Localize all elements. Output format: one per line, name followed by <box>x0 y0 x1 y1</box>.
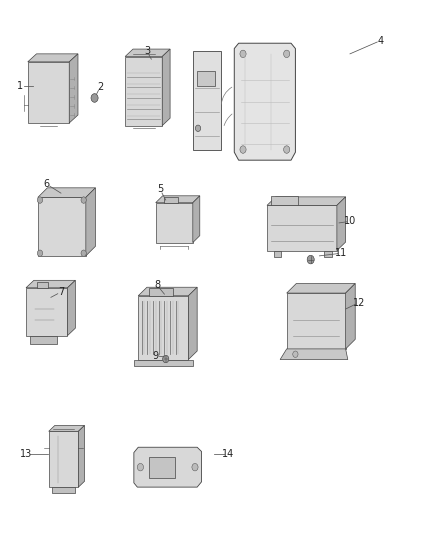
Polygon shape <box>324 251 332 257</box>
Polygon shape <box>38 197 86 256</box>
Circle shape <box>37 250 42 256</box>
Text: 1: 1 <box>17 81 23 91</box>
Text: 6: 6 <box>43 179 49 189</box>
Circle shape <box>293 351 298 358</box>
Polygon shape <box>155 196 200 203</box>
Polygon shape <box>49 425 85 431</box>
Polygon shape <box>234 43 295 160</box>
Polygon shape <box>346 284 355 349</box>
Polygon shape <box>138 287 197 296</box>
Polygon shape <box>162 49 170 126</box>
Polygon shape <box>164 197 177 203</box>
Text: 10: 10 <box>344 216 356 227</box>
Polygon shape <box>30 336 57 344</box>
Polygon shape <box>134 447 201 487</box>
Polygon shape <box>28 54 78 62</box>
Circle shape <box>240 50 246 58</box>
Polygon shape <box>38 188 95 197</box>
Polygon shape <box>26 280 75 288</box>
Polygon shape <box>26 288 67 336</box>
Circle shape <box>91 94 98 102</box>
Polygon shape <box>149 288 173 296</box>
Polygon shape <box>155 203 193 243</box>
Polygon shape <box>267 205 337 251</box>
Polygon shape <box>49 431 78 487</box>
Polygon shape <box>287 293 346 349</box>
Polygon shape <box>78 425 85 487</box>
Circle shape <box>37 197 42 203</box>
Polygon shape <box>134 360 193 366</box>
Circle shape <box>138 464 144 471</box>
Polygon shape <box>28 62 69 123</box>
Polygon shape <box>287 284 355 293</box>
Polygon shape <box>188 287 197 360</box>
Polygon shape <box>138 296 188 360</box>
Polygon shape <box>274 251 282 257</box>
Circle shape <box>284 50 290 58</box>
Polygon shape <box>272 196 297 205</box>
Polygon shape <box>37 282 48 288</box>
Polygon shape <box>197 71 215 86</box>
Circle shape <box>81 197 86 203</box>
Polygon shape <box>267 197 346 205</box>
Text: 14: 14 <box>222 449 234 458</box>
Circle shape <box>284 146 290 154</box>
Polygon shape <box>86 188 95 256</box>
Circle shape <box>307 255 314 264</box>
Text: 12: 12 <box>353 297 365 308</box>
Polygon shape <box>193 51 221 150</box>
Circle shape <box>240 146 246 154</box>
Text: 3: 3 <box>144 46 150 56</box>
Circle shape <box>195 125 201 132</box>
Text: 8: 8 <box>154 280 160 290</box>
Polygon shape <box>125 49 170 56</box>
Text: 11: 11 <box>335 248 347 258</box>
Text: 9: 9 <box>152 351 159 361</box>
Polygon shape <box>280 349 348 360</box>
Polygon shape <box>149 457 175 478</box>
Circle shape <box>162 356 169 363</box>
Text: 2: 2 <box>97 82 103 92</box>
Polygon shape <box>67 280 75 336</box>
Text: 7: 7 <box>58 287 64 297</box>
Polygon shape <box>193 196 200 243</box>
Polygon shape <box>125 56 162 126</box>
Polygon shape <box>52 487 75 494</box>
Text: 5: 5 <box>157 184 163 195</box>
Polygon shape <box>337 197 346 251</box>
Text: 4: 4 <box>378 36 384 45</box>
Polygon shape <box>69 54 78 123</box>
Circle shape <box>192 464 198 471</box>
Circle shape <box>81 250 86 256</box>
Text: 13: 13 <box>20 449 32 458</box>
